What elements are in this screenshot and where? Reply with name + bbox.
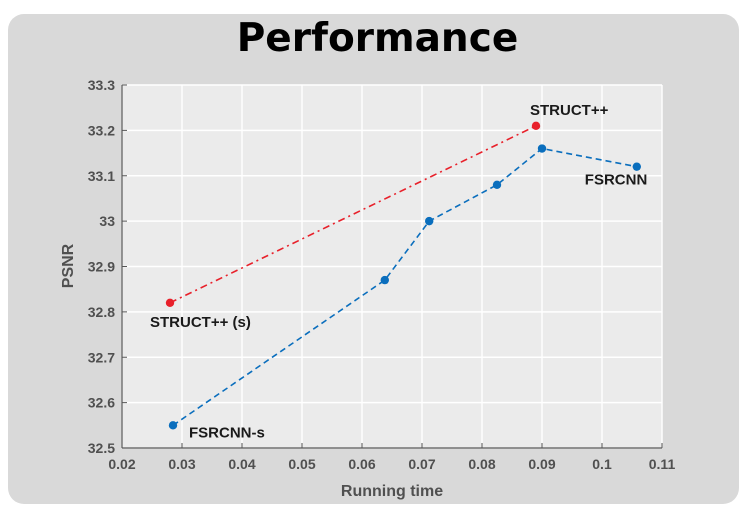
x-tick-label: 0.11 bbox=[649, 456, 676, 472]
x-tick-label: 0.03 bbox=[168, 456, 195, 472]
x-tick-label: 0.02 bbox=[108, 456, 135, 472]
y-tick-label: 32.9 bbox=[88, 259, 115, 275]
annotation-label: FSRCNN-s bbox=[189, 424, 265, 441]
y-tick-label: 32.6 bbox=[88, 395, 115, 411]
chart-title: Performance bbox=[236, 16, 519, 61]
x-axis-label: Running time bbox=[341, 483, 443, 500]
data-point bbox=[380, 275, 389, 285]
grid bbox=[121, 84, 663, 449]
annotation-label: STRUCT++ bbox=[530, 102, 609, 119]
data-point bbox=[632, 162, 641, 171]
y-tick-label: 33.2 bbox=[88, 122, 115, 138]
y-tick-label: 32.7 bbox=[88, 349, 115, 365]
y-tick-label: 32.8 bbox=[88, 304, 115, 320]
data-point bbox=[531, 121, 541, 131]
y-tick-label: 33 bbox=[99, 213, 115, 229]
data-point bbox=[425, 216, 434, 226]
axes: 0.02 0.03 0.04 0.05 0.06 0.07 0.08 0.09 0.1 0.11 3… bbox=[88, 77, 676, 472]
series-group bbox=[165, 121, 641, 430]
annotation-label: FSRCNN bbox=[585, 172, 648, 189]
data-point bbox=[537, 144, 547, 153]
y-tick-label: 33.3 bbox=[88, 77, 115, 93]
x-tick-label: 0.04 bbox=[228, 456, 255, 472]
series-line bbox=[172, 147, 637, 426]
x-tick-label: 0.07 bbox=[408, 456, 435, 472]
y-tick-label: 32.5 bbox=[88, 440, 115, 456]
annotation-label: STRUCT++ (s) bbox=[150, 314, 251, 331]
data-point bbox=[492, 180, 502, 190]
x-tick-label: 0.05 bbox=[288, 456, 315, 472]
x-tick-label: 0.08 bbox=[468, 456, 495, 472]
data-point bbox=[168, 421, 178, 430]
y-axis-label: PSNR bbox=[60, 243, 77, 288]
data-point bbox=[165, 298, 175, 307]
x-tick-label: 0.09 bbox=[528, 456, 555, 472]
x-tick-label: 0.06 bbox=[348, 456, 375, 472]
x-tick-label: 0.1 bbox=[592, 456, 612, 472]
y-tick-label: 33.1 bbox=[88, 168, 115, 184]
labels-group: STRUCT++ (s) STRUCT++ FSRCNN FSRCNN-s bbox=[150, 102, 647, 441]
